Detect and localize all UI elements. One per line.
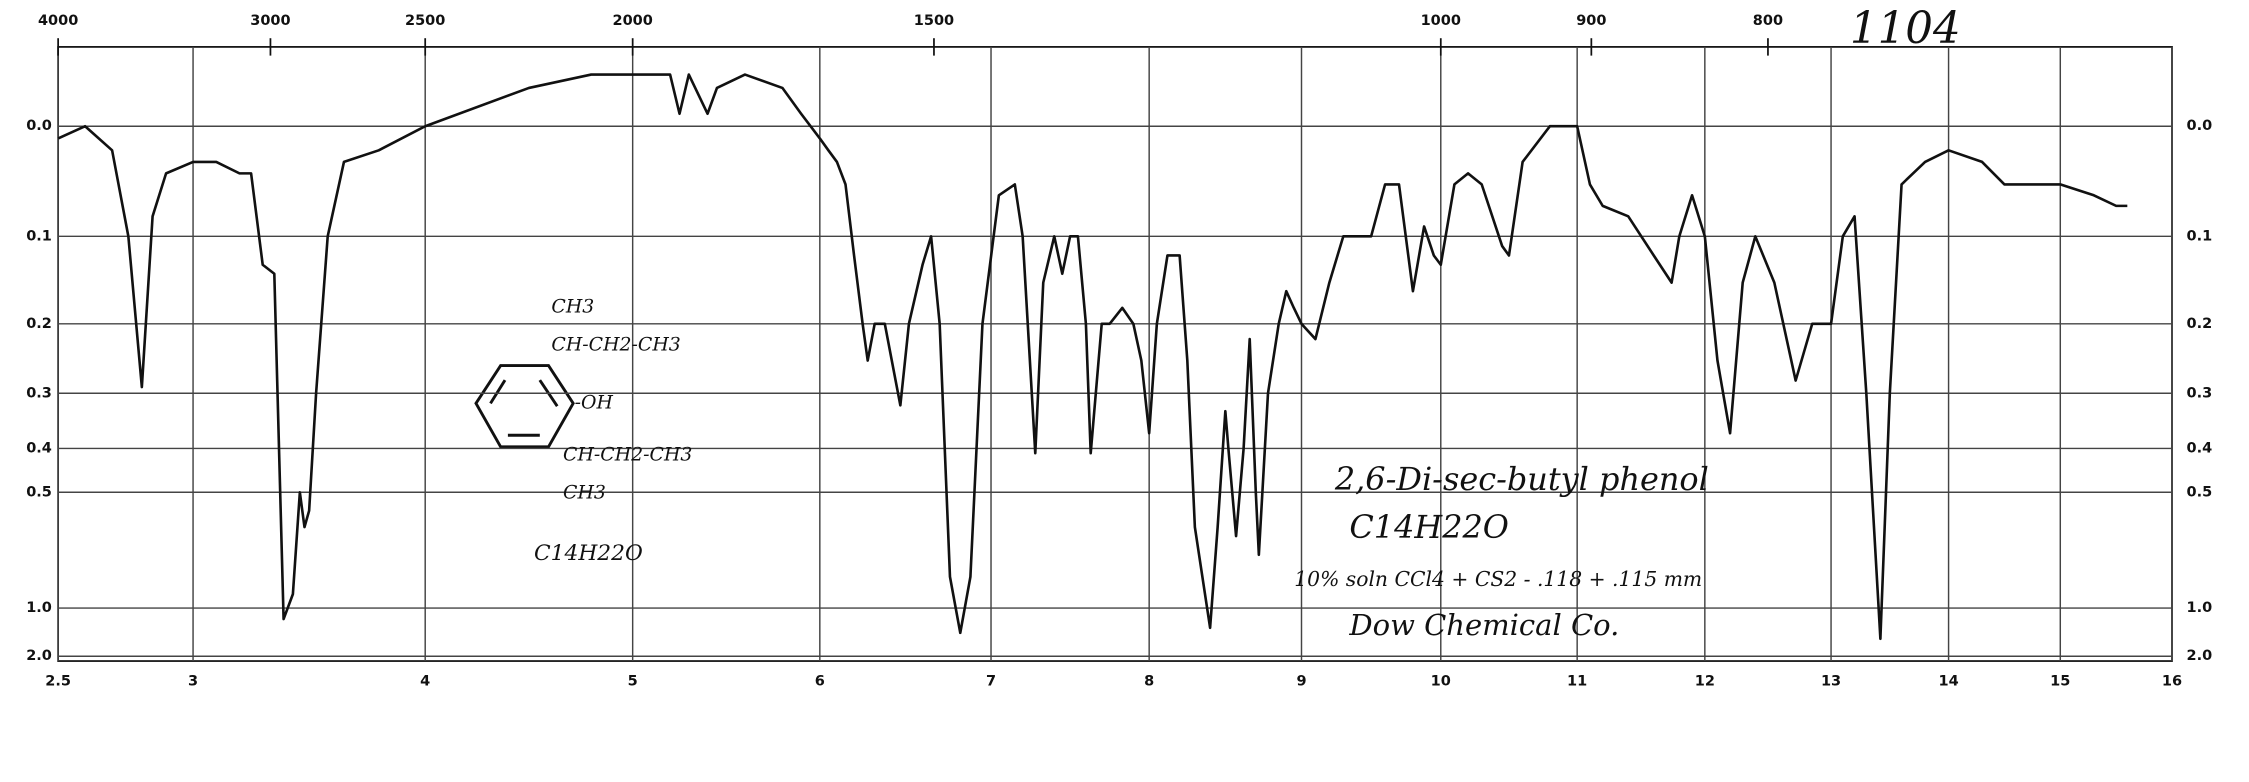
y-tick-label: 1.0 (26, 600, 52, 616)
annotation: 2,6-Di-sec-butyl phenol (1334, 460, 1709, 498)
annotation: Dow Chemical Co. (1348, 608, 1619, 642)
x2-tick-label: 4000 (38, 13, 78, 29)
x2-tick-label: 1500 (914, 13, 954, 29)
x-tick-label: 3 (188, 673, 198, 689)
x-tick-label: 16 (2162, 673, 2182, 689)
annotation: C14H22O (534, 541, 643, 566)
y2-tick-label: 1.0 (2187, 600, 2213, 616)
annotation: CH-CH2-CH3 (563, 444, 692, 466)
y2-tick-label: 0.2 (2187, 316, 2213, 332)
annotation: 10% soln CCl4 + CS2 - .118 + .115 mm (1294, 567, 1702, 591)
x-tick-label: 5 (628, 673, 638, 689)
y-tick-label: 0.5 (26, 484, 52, 500)
spectrum-line (57, 73, 2128, 641)
y-tick-label: 0.3 (26, 385, 52, 401)
x2-tick-label: 800 (1753, 13, 1783, 29)
x-tick-label: 8 (1144, 673, 1154, 689)
y2-tick-label: 0.0 (2187, 118, 2213, 134)
x-tick-label: 7 (986, 673, 996, 689)
x-tick-label: 14 (1938, 673, 1958, 689)
x-tick-label: 11 (1567, 673, 1587, 689)
annotation: C14H22O (1349, 508, 1509, 546)
annotation: CH3 (551, 296, 594, 318)
annotation: 1104 (1850, 4, 1961, 54)
y2-tick-label: 0.4 (2187, 440, 2213, 456)
x2-tick-label: 1000 (1421, 13, 1461, 29)
x-tick-label: 2.5 (45, 673, 71, 689)
y-tick-label: 0.0 (26, 118, 52, 134)
y2-tick-label: 0.3 (2187, 385, 2213, 401)
x-tick-label: 12 (1695, 673, 1715, 689)
y-tick-label: 0.2 (26, 316, 52, 332)
annotation: -OH (575, 391, 614, 413)
x-tick-label: 6 (815, 673, 825, 689)
y2-tick-label: 0.5 (2187, 484, 2213, 500)
x-tick-label: 13 (1821, 673, 1841, 689)
annotation: CH-CH2-CH3 (551, 333, 680, 355)
y2-tick-label: 2.0 (2187, 648, 2213, 664)
y-tick-label: 0.1 (26, 228, 52, 244)
x2-tick-label: 3000 (250, 13, 290, 29)
y2-tick-label: 0.1 (2187, 228, 2213, 244)
label-box (1313, 435, 1821, 668)
y-tick-label: 0.4 (26, 440, 52, 456)
x-tick-label: 15 (2050, 673, 2070, 689)
x2-tick-label: 900 (1576, 13, 1606, 29)
y-tick-label: 2.0 (26, 648, 52, 664)
annotation: CH3 (563, 481, 606, 503)
x-tick-label: 10 (1431, 673, 1451, 689)
x-tick-label: 4 (420, 673, 430, 689)
x-tick-label: 9 (1296, 673, 1306, 689)
x2-tick-label: 2500 (405, 13, 445, 29)
x2-tick-label: 2000 (612, 13, 652, 29)
